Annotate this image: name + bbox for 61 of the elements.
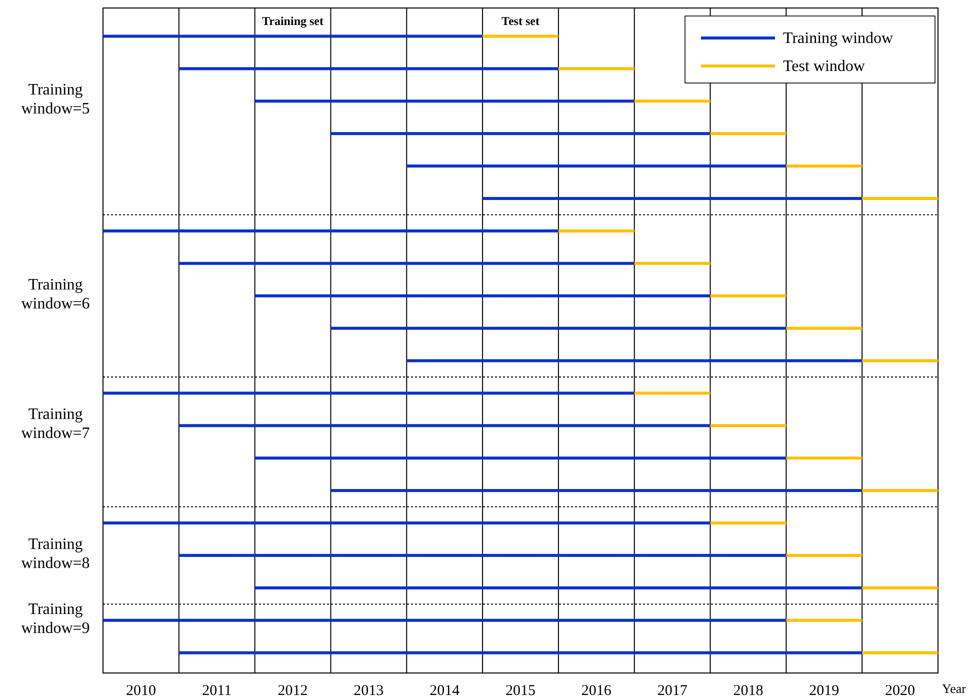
y-tick-label: Training window=8 xyxy=(21,536,90,572)
bar xyxy=(862,359,938,362)
bar xyxy=(330,326,786,330)
bar xyxy=(178,651,862,654)
x-axis-title: Year xyxy=(942,681,967,696)
bar xyxy=(862,651,938,654)
bar xyxy=(786,164,862,168)
x-tick-label: 2015 xyxy=(506,683,536,699)
bar xyxy=(862,196,938,200)
x-tick-label: 2017 xyxy=(657,683,688,699)
x-tick-label: 2010 xyxy=(126,683,156,699)
bar xyxy=(178,424,710,428)
x-tick-label: 2018 xyxy=(733,683,764,699)
bar xyxy=(330,132,710,136)
bar xyxy=(710,294,786,298)
annotation: Training set xyxy=(262,14,324,28)
x-tick-label: 2020 xyxy=(885,683,916,699)
x-tick-label: 2013 xyxy=(354,683,384,699)
y-tick-label: Training window=9 xyxy=(21,600,90,637)
bar xyxy=(254,586,862,590)
bar xyxy=(406,164,786,168)
bar xyxy=(103,392,634,395)
bar xyxy=(786,618,862,622)
x-tick-label: 2011 xyxy=(202,683,232,699)
y-tick-label: Training window=7 xyxy=(21,406,90,442)
bar xyxy=(862,489,938,492)
bar xyxy=(558,67,634,70)
bar xyxy=(786,554,862,557)
bar xyxy=(786,326,862,330)
bar xyxy=(254,294,710,298)
bar xyxy=(710,521,786,524)
bar xyxy=(786,456,862,460)
bar xyxy=(103,521,710,524)
bar xyxy=(178,554,786,557)
bar xyxy=(330,489,862,492)
bar xyxy=(710,132,786,136)
bar xyxy=(103,618,786,622)
x-tick-label: 2016 xyxy=(581,683,612,699)
bar xyxy=(710,424,786,428)
legend-label: Training window xyxy=(783,30,894,47)
y-tick-label: Training window=6 xyxy=(21,276,90,312)
bar xyxy=(482,34,558,38)
bar xyxy=(634,100,710,103)
bar xyxy=(254,456,786,460)
bar xyxy=(178,262,634,265)
bar xyxy=(634,262,710,265)
x-tick-label: 2014 xyxy=(430,683,460,699)
x-tick-label: 2012 xyxy=(278,683,308,699)
bar xyxy=(634,392,710,395)
bar xyxy=(178,67,558,70)
bar xyxy=(482,196,862,200)
bar xyxy=(103,34,483,38)
bar xyxy=(254,100,634,103)
bar xyxy=(406,359,862,362)
bar xyxy=(103,229,558,232)
x-tick-label: 2019 xyxy=(809,683,840,699)
legend-label: Test window xyxy=(783,58,866,75)
bar xyxy=(862,586,938,590)
bar xyxy=(558,229,634,232)
y-tick-label: Training window=5 xyxy=(21,82,90,118)
annotation: Test set xyxy=(502,14,540,28)
